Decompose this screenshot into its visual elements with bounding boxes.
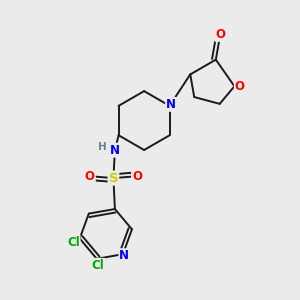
Text: H: H (98, 142, 107, 152)
Text: S: S (109, 172, 118, 184)
Text: O: O (85, 170, 95, 183)
Text: O: O (235, 80, 245, 93)
Text: O: O (215, 28, 225, 41)
Text: N: N (119, 249, 129, 262)
Text: N: N (166, 98, 176, 111)
Text: Cl: Cl (67, 236, 80, 249)
Text: N: N (110, 144, 120, 157)
Text: O: O (132, 170, 142, 183)
Text: Cl: Cl (92, 259, 105, 272)
